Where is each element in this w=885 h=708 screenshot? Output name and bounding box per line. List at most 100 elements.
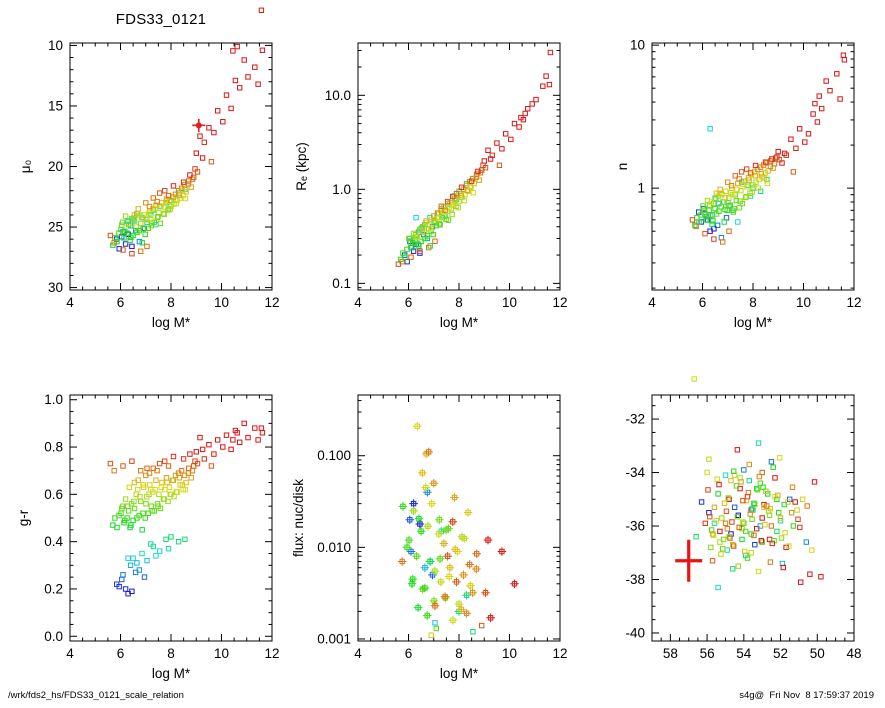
data-point: [426, 244, 432, 251]
data-point: [141, 225, 148, 232]
data-point: [751, 500, 757, 507]
nucleus-plus-marker: [409, 506, 418, 516]
data-point: [167, 206, 173, 213]
data-point: [165, 546, 172, 552]
data-point: [722, 206, 728, 213]
y-tick-label: 0.010: [317, 540, 351, 555]
nucleus-plus-marker: [510, 579, 519, 589]
data-point: [724, 526, 730, 532]
data-point: [164, 479, 170, 486]
data-point: [736, 524, 742, 531]
data-point: [179, 187, 186, 193]
data-point: [410, 240, 416, 246]
data-point: [785, 499, 791, 505]
data-point: [228, 105, 234, 112]
data-point: [736, 205, 743, 211]
data-point: [837, 96, 843, 102]
data-point: [155, 503, 161, 509]
data-point: [525, 106, 531, 112]
data-point: [809, 547, 815, 553]
data-point: [731, 504, 738, 511]
data-point: [187, 451, 193, 457]
data-point: [122, 496, 129, 502]
data-point: [215, 108, 221, 114]
data-point: [206, 125, 212, 131]
data-point: [768, 459, 775, 465]
figure-title: FDS33_0121: [115, 11, 207, 28]
data-point: [161, 211, 167, 218]
data-point: [797, 126, 803, 132]
data-point: [464, 187, 471, 193]
data-point: [720, 536, 727, 543]
data-point: [234, 43, 240, 50]
data-point: [433, 625, 440, 632]
x-axis-label: log M*: [734, 315, 773, 330]
data-point: [182, 486, 189, 493]
x-tick-label: 4: [66, 295, 74, 310]
data-point: [111, 240, 117, 246]
data-point: [757, 480, 763, 486]
data-point: [794, 507, 800, 513]
data-point: [735, 219, 741, 225]
y-tick-label: -36: [625, 519, 645, 534]
data-point: [211, 129, 217, 136]
y-tick-label: 1: [637, 181, 645, 196]
data-point: [823, 78, 829, 84]
data-point: [778, 535, 785, 541]
data-point: [161, 496, 167, 502]
data-point: [810, 111, 816, 117]
nucleus-plus-marker: [421, 483, 430, 492]
data-point: [220, 119, 226, 125]
data-point: [193, 150, 200, 156]
data-point: [731, 205, 737, 212]
data-point: [241, 57, 247, 63]
scatter-panel-pos: 58 56 54 52 50 48 -40 -38 -36 -34 -32: [625, 376, 862, 661]
data-point: [737, 198, 743, 204]
data-point: [775, 492, 781, 499]
data-point: [732, 173, 738, 179]
data-point: [125, 508, 132, 514]
data-point: [431, 213, 437, 219]
data-point: [458, 184, 465, 191]
data-point: [134, 560, 140, 566]
x-tick-label: 10: [502, 646, 517, 661]
data-point: [144, 465, 150, 472]
scatter-panel-mu0: 4 6 8 10 12 10 15 20 25 30 log M* μ₀: [18, 7, 280, 330]
data-point: [704, 214, 710, 220]
data-point: [748, 531, 754, 537]
data-point: [798, 579, 804, 585]
data-point: [157, 220, 164, 227]
data-point: [702, 520, 708, 526]
data-point: [496, 162, 503, 169]
data-point: [470, 190, 477, 196]
scatter-panel-n: 4 6 8 10 12 1 10 log M* n: [615, 38, 862, 330]
data-point: [803, 539, 809, 545]
data-point: [138, 248, 144, 255]
nucleus-plus-marker: [427, 499, 436, 508]
data-point: [111, 468, 117, 474]
data-point: [465, 188, 471, 195]
data-point: [762, 159, 769, 165]
data-point: [208, 159, 215, 165]
data-point: [749, 505, 755, 512]
data-point: [518, 114, 524, 121]
data-point: [827, 88, 833, 94]
data-point: [442, 207, 448, 213]
data-point: [122, 586, 129, 592]
data-point: [710, 218, 716, 224]
data-point: [158, 203, 164, 209]
data-point: [140, 482, 146, 488]
data-point: [790, 523, 797, 529]
data-point: [782, 530, 788, 536]
data-point: [438, 203, 445, 210]
data-point: [717, 528, 723, 535]
data-point: [122, 241, 129, 247]
data-point: [121, 235, 127, 241]
data-point: [774, 154, 780, 160]
data-point: [230, 437, 236, 443]
x-tick-label: 8: [167, 295, 175, 310]
x-tick-label: 10: [502, 295, 517, 310]
nucleus-plus-marker: [459, 570, 468, 580]
y-tick-label: 30: [48, 280, 63, 295]
nucleus-plus-marker: [435, 554, 445, 564]
